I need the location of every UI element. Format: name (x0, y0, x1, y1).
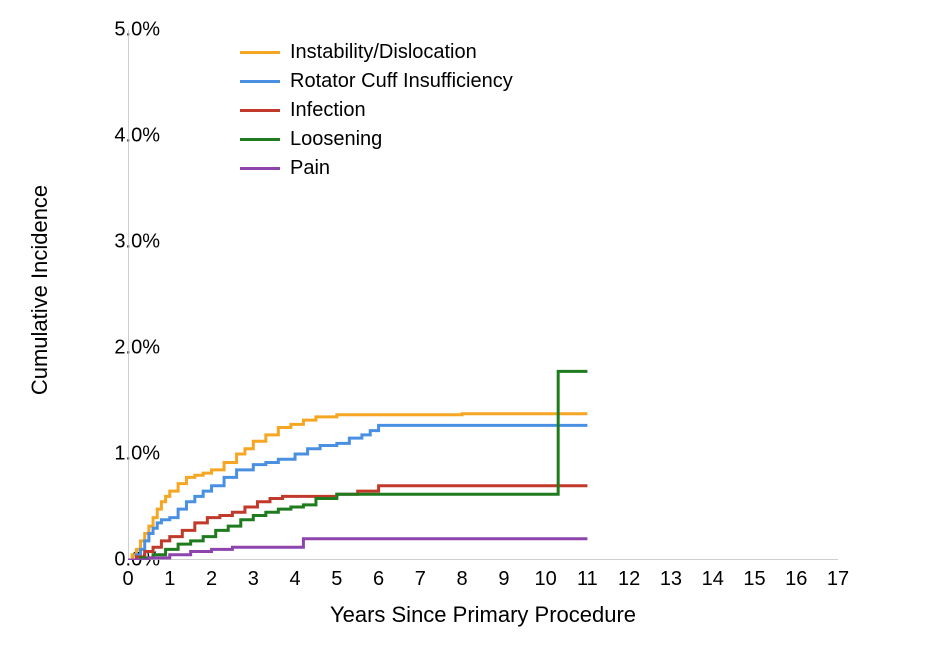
x-tick-label: 7 (405, 568, 435, 591)
x-tick-label: 3 (238, 568, 268, 591)
x-tick-label: 13 (656, 568, 686, 591)
x-tick-label: 4 (280, 568, 310, 591)
x-tick-label: 5 (322, 568, 352, 591)
legend-item: Loosening (240, 125, 513, 154)
legend-item: Instability/Dislocation (240, 38, 513, 67)
x-tick-label: 9 (489, 568, 519, 591)
x-tick-label: 11 (572, 568, 602, 591)
x-tick-label: 14 (698, 568, 728, 591)
y-axis-title: Cumulative Incidence (27, 185, 53, 395)
legend-label: Pain (290, 157, 330, 180)
chart-container: Cumulative Incidence Years Since Primary… (60, 20, 880, 620)
x-tick-label: 2 (197, 568, 227, 591)
legend-label: Loosening (290, 128, 382, 151)
legend-item: Infection (240, 96, 513, 125)
legend-label: Infection (290, 99, 366, 122)
legend-label: Rotator Cuff Insufficiency (290, 70, 513, 93)
x-tick-label: 1 (155, 568, 185, 591)
x-tick-label: 0 (113, 568, 143, 591)
x-tick-label: 6 (364, 568, 394, 591)
legend-swatch (240, 51, 280, 54)
legend-swatch (240, 80, 280, 83)
x-tick-label: 10 (531, 568, 561, 591)
legend-item: Rotator Cuff Insufficiency (240, 67, 513, 96)
x-tick-label: 12 (614, 568, 644, 591)
x-axis-title: Years Since Primary Procedure (128, 602, 838, 628)
x-tick-label: 17 (823, 568, 853, 591)
legend-swatch (240, 167, 280, 170)
legend-item: Pain (240, 154, 513, 183)
legend-swatch (240, 138, 280, 141)
x-tick-label: 15 (739, 568, 769, 591)
legend-swatch (240, 109, 280, 112)
series-loosening (128, 371, 587, 560)
x-tick-label: 16 (781, 568, 811, 591)
x-tick-label: 8 (447, 568, 477, 591)
legend: Instability/Dislocation Rotator Cuff Insu… (240, 38, 513, 183)
legend-label: Instability/Dislocation (290, 41, 477, 64)
